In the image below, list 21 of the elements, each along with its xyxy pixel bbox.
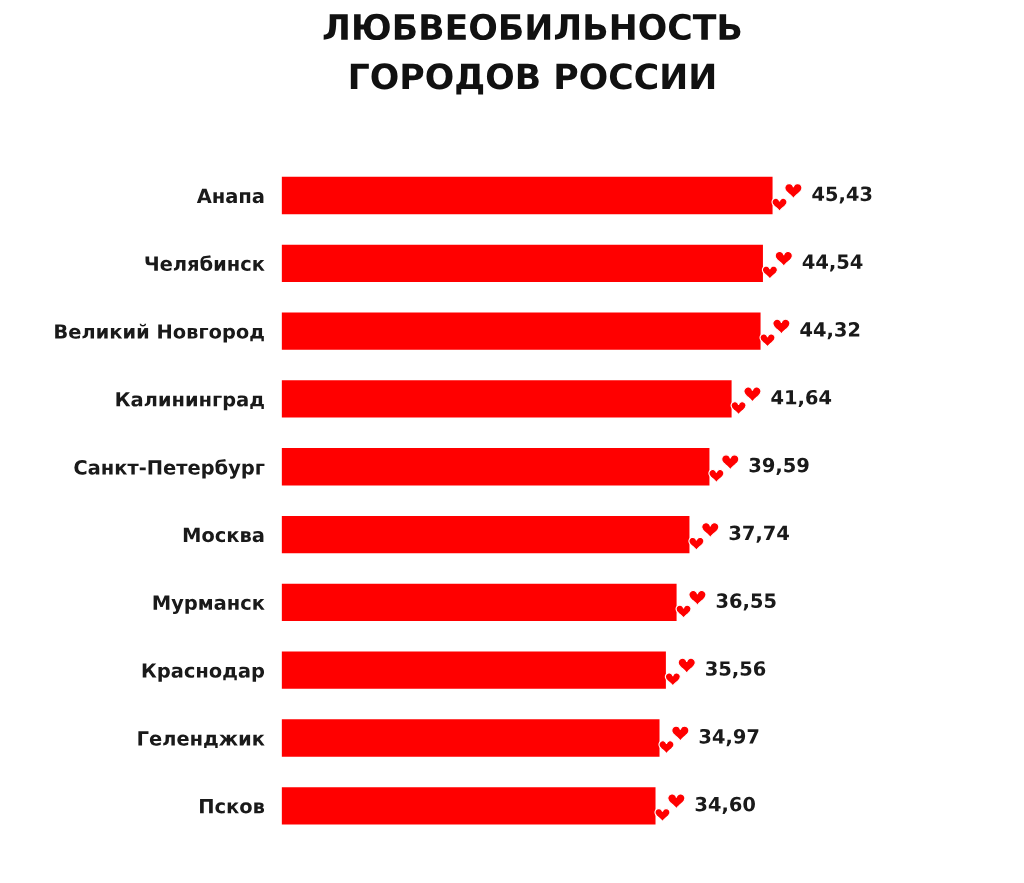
y-tick-label: Краснодар (142, 663, 265, 682)
data-label: 41,64 (771, 389, 832, 408)
data-label: 37,74 (729, 525, 789, 543)
data-label: 44,54 (802, 254, 863, 272)
data-label: 45,43 (812, 186, 872, 204)
y-tick-label: Великий Новгород (55, 323, 264, 343)
data-label: 34,60 (695, 796, 755, 814)
data-label: 36,55 (716, 593, 776, 611)
y-tick-label: Геленджик (138, 731, 265, 749)
data-label: 44,32 (800, 322, 860, 340)
y-tick-label: Псков (200, 799, 265, 814)
chart-title: ЛЮБВЕОБИЛЬНОСТЬ ГОРОДОВ РОССИИ (323, 13, 741, 95)
data-label: 34,97 (699, 728, 759, 747)
y-tick-label: Анапа (196, 188, 264, 204)
y-tick-label: Мурманск (153, 595, 265, 614)
data-label: 39,59 (749, 457, 809, 475)
y-tick-label: Калининград (116, 392, 264, 411)
y-tick-label: Санкт-Петербург (74, 459, 265, 479)
y-tick-label: Москва (183, 527, 264, 543)
data-label: 35,56 (706, 661, 766, 679)
y-tick-label: Челябинск (145, 255, 265, 271)
